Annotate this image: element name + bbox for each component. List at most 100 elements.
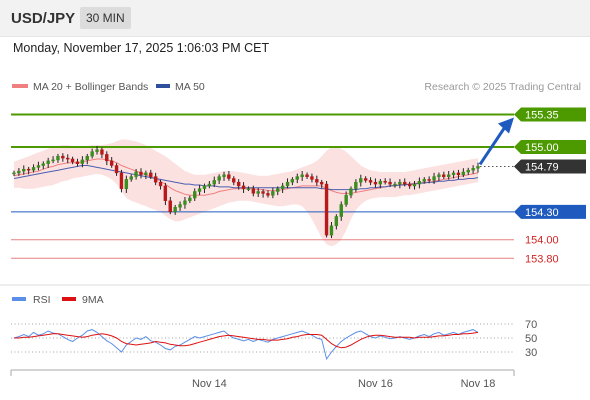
candle-body bbox=[315, 179, 319, 183]
ma20-legend-swatch bbox=[12, 84, 28, 88]
candles-layer bbox=[12, 145, 480, 239]
moving-average-layer bbox=[13, 158, 479, 196]
candle-body bbox=[461, 171, 466, 176]
level-lines-layer bbox=[11, 113, 514, 259]
candle-body bbox=[398, 181, 402, 185]
candle-body bbox=[300, 174, 304, 177]
candle-body bbox=[310, 176, 314, 180]
candle-body bbox=[388, 181, 392, 185]
candle-body bbox=[75, 161, 80, 164]
candle-body bbox=[100, 149, 104, 155]
candle-body bbox=[153, 176, 158, 183]
candle-body bbox=[90, 151, 94, 157]
ma50-line bbox=[13, 165, 479, 191]
candle-body bbox=[471, 168, 475, 171]
candle-body bbox=[109, 160, 114, 166]
x-tick-group: Nov 14 Nov 16 Nov 18 bbox=[192, 378, 495, 390]
candle-body bbox=[12, 172, 16, 175]
projection-arrow-shaft bbox=[478, 127, 506, 166]
candle-body bbox=[70, 158, 75, 163]
x-tick-label: Nov 14 bbox=[192, 378, 227, 390]
candle-body bbox=[285, 181, 290, 187]
candle-body bbox=[319, 181, 324, 185]
candle-body bbox=[393, 183, 397, 186]
level-labels-layer: 155.35 155.00 154.79 154.30 154.00 153.80 bbox=[514, 107, 586, 265]
candle-body bbox=[383, 181, 387, 183]
candle-body bbox=[354, 181, 358, 189]
candle-body bbox=[290, 179, 295, 183]
candle-body bbox=[329, 225, 334, 236]
x-tick-label: Nov 18 bbox=[461, 378, 496, 390]
candle-body bbox=[276, 188, 280, 192]
candle-body bbox=[173, 207, 177, 213]
candle-body bbox=[36, 165, 41, 168]
level-155-00-tag bbox=[514, 139, 586, 154]
candle-body bbox=[417, 181, 422, 185]
ma20-legend-label: MA 20 + Bollinger Bands bbox=[33, 81, 148, 93]
timeframe-badge[interactable]: 30 MIN bbox=[80, 7, 131, 29]
candle-body bbox=[241, 185, 246, 189]
rsi-legend-label: RSI bbox=[33, 294, 51, 306]
candle-body bbox=[61, 155, 65, 159]
candle-body bbox=[261, 191, 265, 194]
candle-body bbox=[349, 188, 353, 196]
rsi-legend-swatch bbox=[12, 297, 26, 301]
candle-body bbox=[202, 185, 207, 189]
chart-header: USD/JPY 30 MIN bbox=[0, 0, 590, 37]
level-154-30-label: 154.30 bbox=[525, 207, 559, 219]
level-155-35-label: 155.35 bbox=[525, 109, 559, 121]
ma50-legend-swatch bbox=[156, 84, 170, 88]
candle-body bbox=[232, 178, 236, 183]
timestamp: Monday, November 17, 2025 1:06:03 PM CET bbox=[13, 41, 270, 55]
candle-body bbox=[193, 191, 197, 199]
bollinger-band-layer bbox=[14, 139, 478, 247]
candle-body bbox=[134, 171, 138, 177]
candle-body bbox=[168, 200, 172, 213]
candle-body bbox=[183, 200, 187, 205]
candle-body bbox=[422, 179, 426, 182]
candle-body bbox=[217, 176, 221, 181]
candle-body bbox=[456, 172, 461, 176]
candle-body bbox=[222, 174, 226, 177]
candle-body bbox=[212, 180, 216, 185]
candle-body bbox=[51, 159, 55, 162]
candle-body bbox=[466, 169, 470, 173]
level-154-79-label: 154.79 bbox=[525, 161, 559, 173]
candle-body bbox=[359, 178, 363, 183]
level-155-00-label: 155.00 bbox=[525, 142, 559, 154]
candle-body bbox=[476, 166, 480, 169]
candle-body bbox=[17, 170, 21, 174]
candle-body bbox=[339, 204, 343, 217]
x-tick-label: Nov 16 bbox=[358, 378, 393, 390]
rsi-tick-50: 50 bbox=[525, 333, 537, 345]
price-legend: MA 20 + Bollinger Bands MA 50 Research ©… bbox=[12, 81, 581, 93]
candle-body bbox=[158, 181, 163, 187]
candle-body bbox=[363, 178, 368, 181]
candle-body bbox=[95, 149, 99, 152]
rsi-legend: RSI 9MA bbox=[12, 294, 104, 306]
ma50-legend-label: MA 50 bbox=[175, 81, 205, 93]
candle-body bbox=[188, 197, 192, 202]
level-154-79-tag bbox=[514, 159, 586, 174]
candle-body bbox=[163, 185, 168, 201]
candle-body bbox=[124, 179, 129, 189]
rsi-ma-line bbox=[14, 331, 479, 349]
candle-body bbox=[442, 174, 446, 177]
candle-body bbox=[246, 188, 251, 190]
candle-body bbox=[236, 181, 241, 187]
candle-body bbox=[432, 176, 436, 181]
candle-body bbox=[266, 193, 270, 196]
x-axis: Nov 14 Nov 16 Nov 18 bbox=[10, 369, 515, 390]
candle-body bbox=[378, 181, 383, 185]
candle-body bbox=[256, 191, 260, 194]
candle-body bbox=[373, 181, 378, 185]
candle-body bbox=[66, 157, 70, 160]
candle-body bbox=[178, 204, 182, 208]
candle-body bbox=[407, 183, 412, 187]
provider-credit: Research © 2025 Trading Central bbox=[424, 81, 581, 93]
candle-body bbox=[227, 174, 231, 179]
candle-body bbox=[41, 163, 45, 166]
candle-body bbox=[344, 194, 348, 205]
candle-body bbox=[368, 180, 373, 183]
